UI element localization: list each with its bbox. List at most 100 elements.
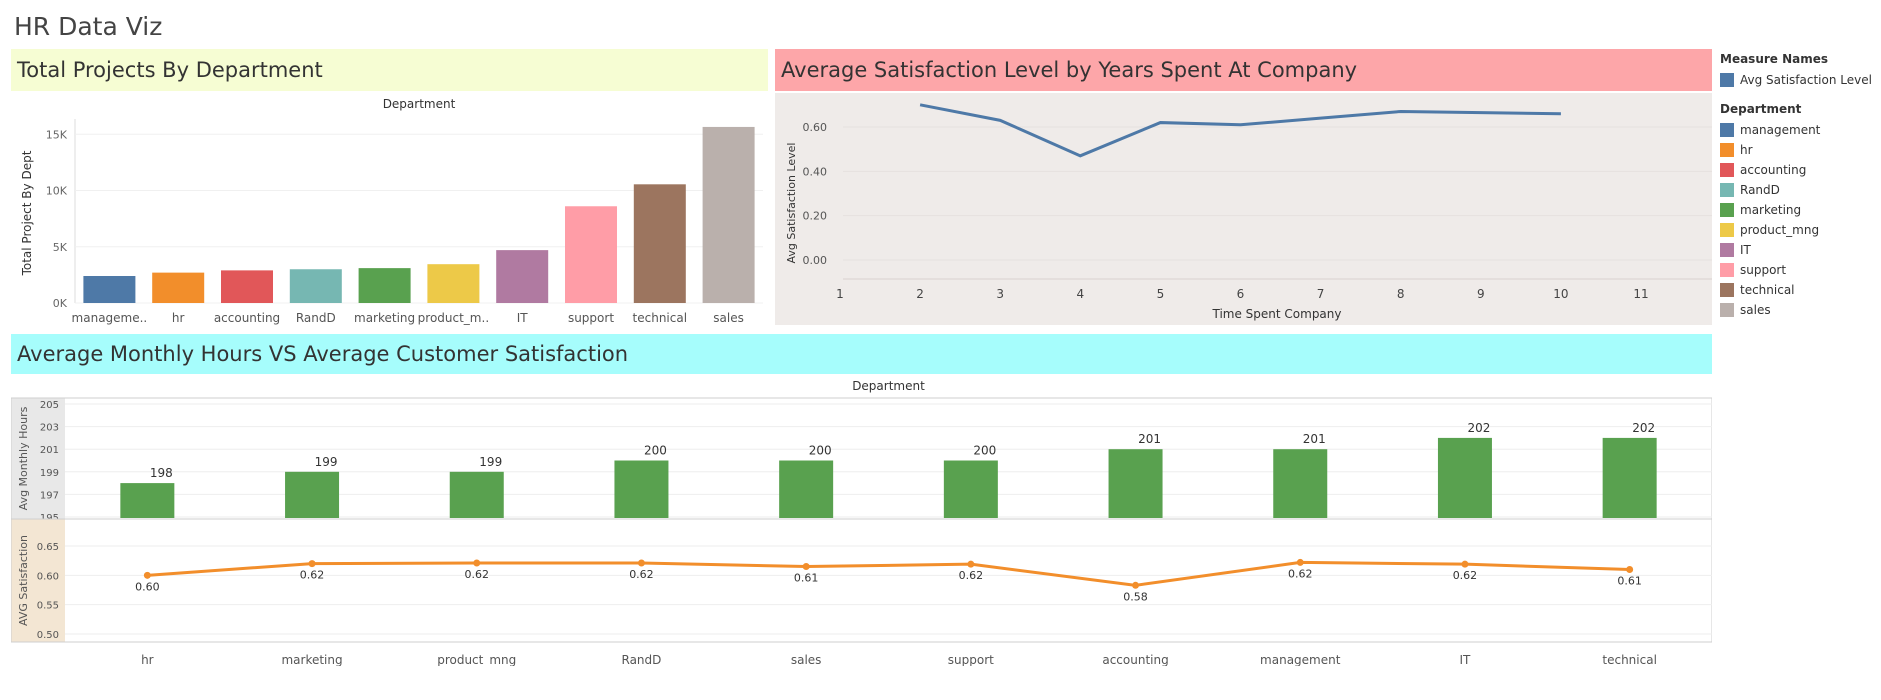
x-tick-label: management — [1260, 653, 1341, 666]
bar-technical — [633, 184, 686, 303]
x-tick-label: 4 — [1076, 287, 1084, 301]
legend-item-technical[interactable]: technical — [1720, 280, 1880, 300]
x-tick-label: hr — [172, 311, 185, 325]
legend-measure-title: Measure Names — [1720, 52, 1829, 66]
satisfaction-point-sales — [802, 563, 810, 571]
y-tick-label: 0.20 — [803, 210, 828, 223]
legend-label: marketing — [1740, 203, 1802, 217]
x-tick-label: 6 — [1237, 287, 1245, 301]
bar-manageme.. — [83, 276, 136, 303]
bar-marketing — [358, 268, 411, 303]
legend-label: management — [1740, 123, 1821, 137]
hours-bar-hr — [120, 483, 175, 518]
legend-swatch — [1720, 73, 1734, 87]
x-tick-label: accounting — [214, 311, 280, 325]
hours-y-tick-label: 203 — [40, 423, 59, 434]
bar-RandD — [289, 269, 342, 303]
hours-data-label: 200 — [644, 444, 667, 458]
y-axis-label: Avg Satisfaction Level — [785, 143, 798, 264]
y-tick-label: 0K — [53, 297, 68, 310]
x-tick-label: 9 — [1477, 287, 1485, 301]
x-tick-label: marketing — [354, 311, 415, 325]
x-tick-label: 8 — [1397, 287, 1405, 301]
bar-hr — [152, 272, 205, 303]
x-tick-label: manageme.. — [72, 311, 148, 325]
bar-support — [565, 206, 617, 303]
hours-y-tick-label: 199 — [40, 468, 59, 479]
satisfaction-point-accounting — [1132, 581, 1140, 589]
satisfaction-data-label: 0.62 — [629, 568, 654, 581]
plot-background — [775, 93, 1712, 325]
legend-item-it[interactable]: IT — [1720, 240, 1880, 260]
satisfaction-data-label: 0.62 — [1453, 569, 1478, 582]
y-tick-label: 10K — [46, 185, 68, 198]
hours-bar-management — [1273, 449, 1328, 518]
satisfaction-line-chart: Avg Satisfaction Level 0.00 0.20 0.40 0.60 1 2… — [775, 93, 1712, 325]
legend-item-management[interactable]: management — [1720, 120, 1880, 140]
satisfaction-panel-title: Average Satisfaction Level by Years Spen… — [775, 49, 1712, 91]
hours-data-label: 202 — [1632, 421, 1655, 435]
y-tick-label: 0.40 — [803, 165, 828, 178]
satisfaction-data-label: 0.62 — [1288, 567, 1313, 580]
legend-item-product_mng[interactable]: product_mng — [1720, 220, 1880, 240]
y-tick-label: 5K — [53, 241, 68, 254]
hours-bar-sales — [779, 460, 834, 518]
legend-item-accounting[interactable]: accounting — [1720, 160, 1880, 180]
legend-item-support[interactable]: support — [1720, 260, 1880, 280]
legend-label: accounting — [1740, 163, 1807, 177]
hours-axis-band — [11, 398, 65, 519]
satisfaction-axis-band — [11, 519, 65, 642]
projects-panel-title: Total Projects By Department — [11, 49, 768, 91]
hours-panel-title: Average Monthly Hours VS Average Custome… — [11, 334, 1712, 374]
x-tick-label: hr — [141, 653, 154, 666]
satisfaction-y-axis-label: AVG Satisfaction — [17, 535, 30, 626]
x-tick-label: 7 — [1317, 287, 1325, 301]
x-tick-label: 3 — [996, 287, 1004, 301]
x-tick-label: IT — [517, 311, 529, 325]
satisfaction-point-hr — [143, 571, 151, 579]
x-tick-label: RandD — [296, 311, 336, 325]
hours-data-label: 199 — [315, 455, 338, 469]
satisfaction-point-IT — [1461, 560, 1469, 568]
hours-y-tick-label: 197 — [40, 490, 59, 501]
legend-label: support — [1740, 263, 1787, 277]
satisfaction-point-technical — [1626, 565, 1634, 573]
x-tick-label: support — [568, 311, 614, 325]
legend-item-sales[interactable]: sales — [1720, 300, 1880, 320]
satisfaction-line — [919, 103, 1561, 158]
satisfaction-y-tick-label: 0.55 — [37, 601, 59, 612]
legend-measure-item[interactable]: Avg Satisfaction Level — [1720, 70, 1880, 90]
hours-bar-technical — [1602, 437, 1657, 518]
hours-bar-support — [943, 460, 998, 518]
x-tick-label: 1 — [836, 287, 844, 301]
legend-item-hr[interactable]: hr — [1720, 140, 1880, 160]
x-tick-label: 11 — [1633, 287, 1648, 301]
legend-item-marketing[interactable]: marketing — [1720, 200, 1880, 220]
legend-department-title: Department — [1720, 102, 1802, 116]
y-axis-label: Total Project By Dept — [20, 150, 34, 276]
satisfaction-data-label: 0.62 — [465, 568, 490, 581]
hours-bar-IT — [1437, 437, 1492, 518]
hours-data-label: 199 — [479, 455, 502, 469]
x-tick-label: sales — [791, 653, 822, 666]
hours-bar-accounting — [1108, 449, 1163, 518]
legend-label: product_mng — [1740, 223, 1820, 237]
satisfaction-data-label: 0.60 — [135, 580, 160, 593]
satisfaction-y-tick-label: 0.60 — [37, 571, 59, 582]
legend-label: RandD — [1740, 183, 1780, 197]
satisfaction-data-label: 0.61 — [1617, 574, 1642, 587]
hours-data-label: 201 — [1138, 432, 1161, 446]
legend-label: technical — [1740, 283, 1795, 297]
legend-item-randd[interactable]: RandD — [1720, 180, 1880, 200]
hours-data-label: 198 — [150, 466, 173, 480]
satisfaction-pane-border — [11, 518, 1712, 643]
hours-bar-marketing — [285, 471, 340, 518]
x-tick-label: accounting — [1102, 653, 1168, 666]
x-tick-label: IT — [1460, 653, 1472, 666]
satisfaction-point-management — [1296, 558, 1304, 566]
legend-swatch — [1720, 303, 1734, 317]
x-tick-label: RandD — [622, 653, 662, 666]
legend-label: hr — [1740, 143, 1753, 157]
legend-swatch — [1720, 143, 1734, 157]
